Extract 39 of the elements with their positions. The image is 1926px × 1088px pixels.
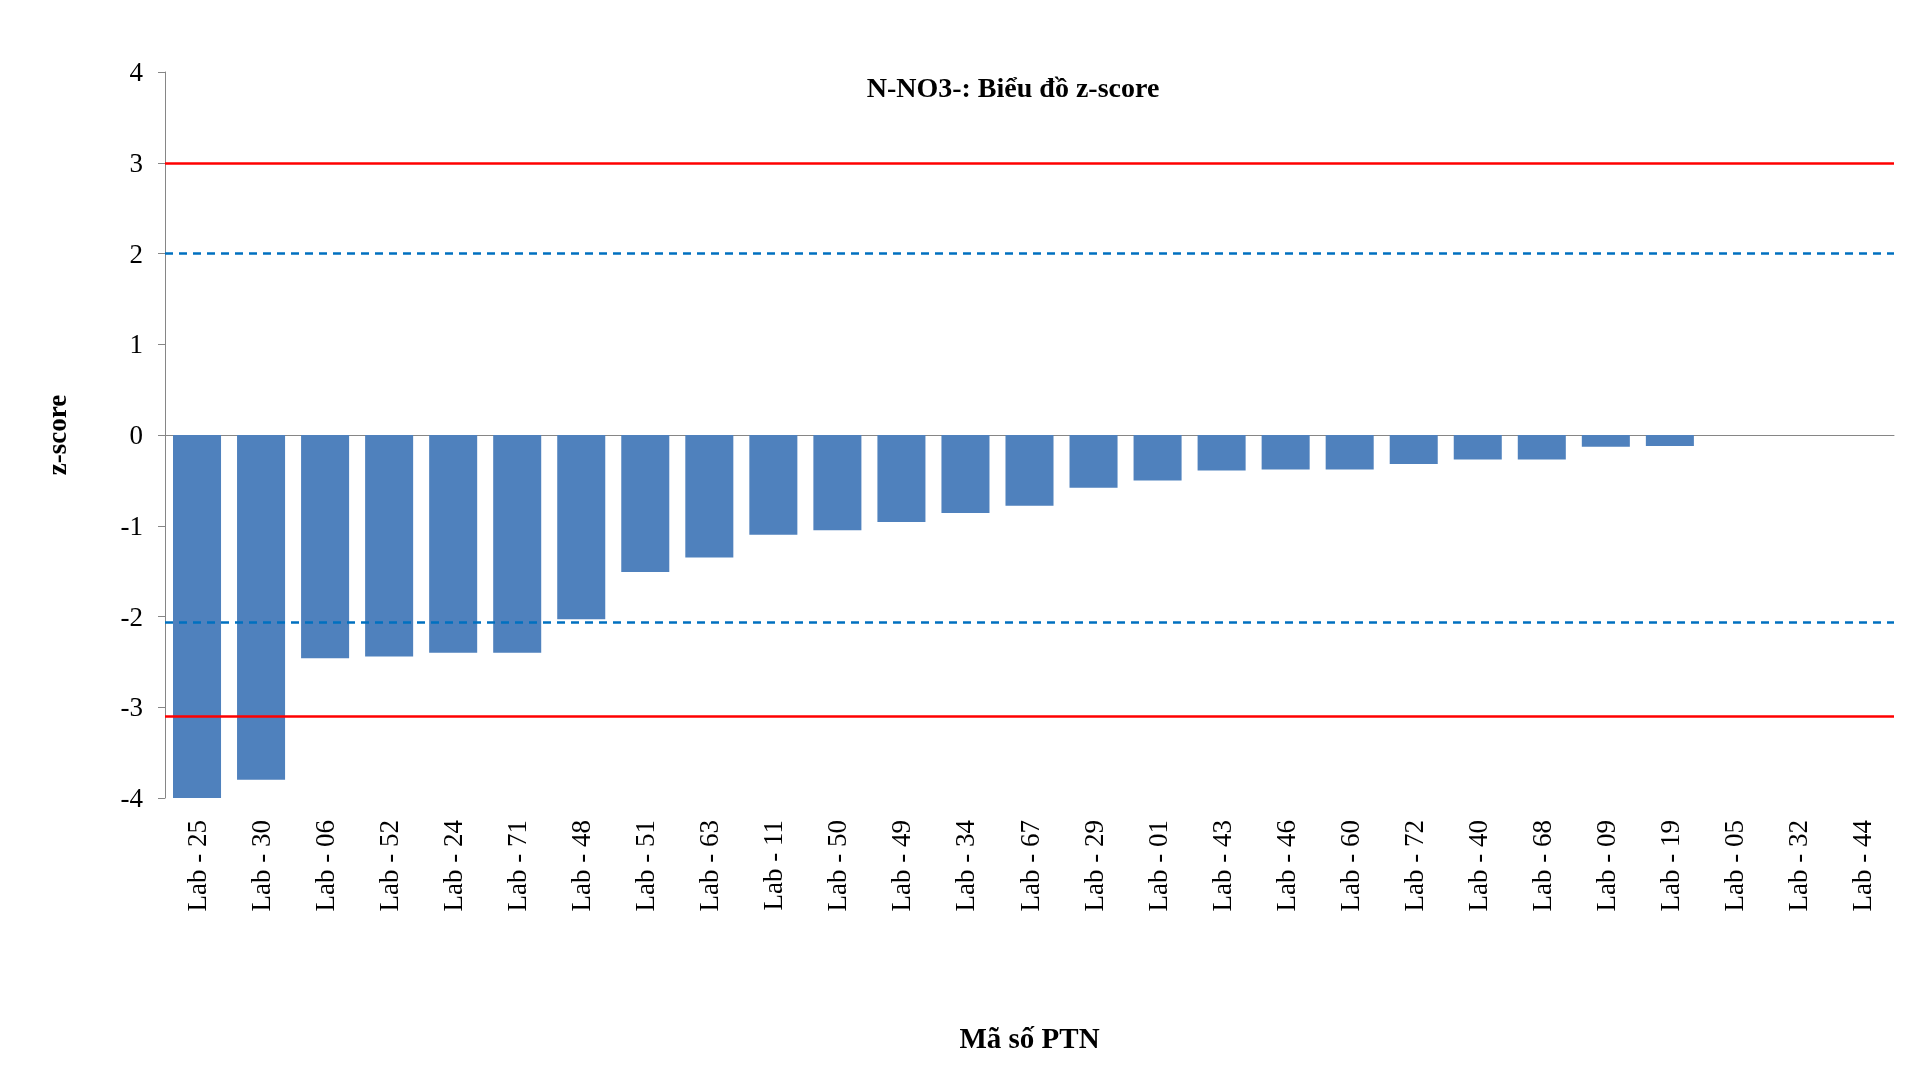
chart-title: N-NO3-: Biểu đồ z-score: [866, 71, 1160, 103]
x-tick-label: Lab - 50: [822, 820, 853, 912]
x-axis-title: Mã số PTN: [959, 1021, 1100, 1054]
y-axis-title: z-score: [41, 394, 72, 476]
x-tick-label: Lab - 34: [950, 819, 981, 912]
x-tick-label: Lab - 46: [1270, 820, 1301, 912]
y-tick-label: -2: [120, 601, 143, 632]
x-tick-label: Lab - 09: [1590, 820, 1621, 912]
x-tick-label: Lab - 01: [1142, 820, 1173, 912]
x-tick-label: Lab - 51: [630, 820, 661, 912]
x-tick-label: Lab - 67: [1014, 820, 1045, 912]
x-tick-label: Lab - 06: [310, 820, 341, 912]
x-tick-label: Lab - 72: [1398, 820, 1429, 912]
x-tick-label: Lab - 60: [1334, 820, 1365, 912]
y-tick-label: 2: [129, 238, 143, 269]
y-tick-label: 4: [129, 57, 144, 87]
x-tick-label: Lab - 11: [758, 820, 789, 911]
y-tick-label: 3: [129, 147, 143, 178]
x-tick-label: Lab - 44: [1846, 819, 1877, 912]
x-tick-label: Lab - 71: [502, 820, 533, 912]
y-tick-label: -4: [120, 783, 144, 813]
x-tick-label: Lab - 05: [1718, 820, 1749, 912]
y-tick-label: 0: [129, 420, 143, 450]
y-tick-label: -3: [120, 692, 143, 723]
y-tick-label: -1: [120, 510, 143, 541]
x-tick-label: Lab - 43: [1206, 820, 1237, 912]
x-tick-label: Lab - 49: [886, 820, 917, 912]
x-tick-label: Lab - 52: [374, 820, 405, 912]
x-tick-label: Lab - 25: [182, 820, 213, 912]
x-tick-label: Lab - 19: [1654, 820, 1685, 912]
x-tick-label: Lab - 32: [1782, 820, 1813, 912]
x-tick-label: Lab - 29: [1078, 820, 1109, 912]
x-tick-label: Lab - 48: [566, 820, 597, 912]
x-tick-label: Lab - 40: [1462, 820, 1493, 912]
y-tick-label: 1: [129, 329, 143, 360]
x-tick-label: Lab - 68: [1526, 820, 1557, 912]
x-tick-label: Lab - 24: [438, 819, 469, 912]
x-tick-label: Lab - 63: [694, 820, 725, 912]
x-tick-label: Lab - 30: [246, 820, 277, 912]
